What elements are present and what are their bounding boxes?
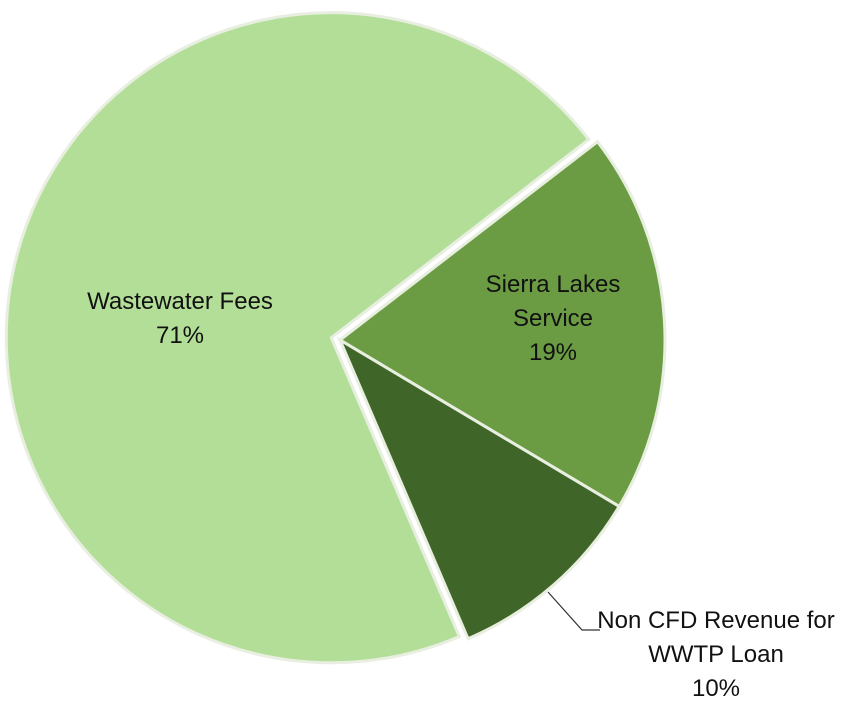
slice-value-label: 19% [528,339,578,366]
slice-label: Non CFD Revenue for WWTP Loan [597,607,835,668]
pie-slice [4,11,591,665]
leader-line [547,591,600,631]
slice-label: Wastewater Fees [87,288,273,315]
slice-label: Sierra Lakes Service [485,271,621,332]
slice-value-label: 71% [155,322,205,349]
slice-value-label: 10% [691,675,741,702]
pie-slice [336,336,622,641]
pie-slice [337,139,667,509]
